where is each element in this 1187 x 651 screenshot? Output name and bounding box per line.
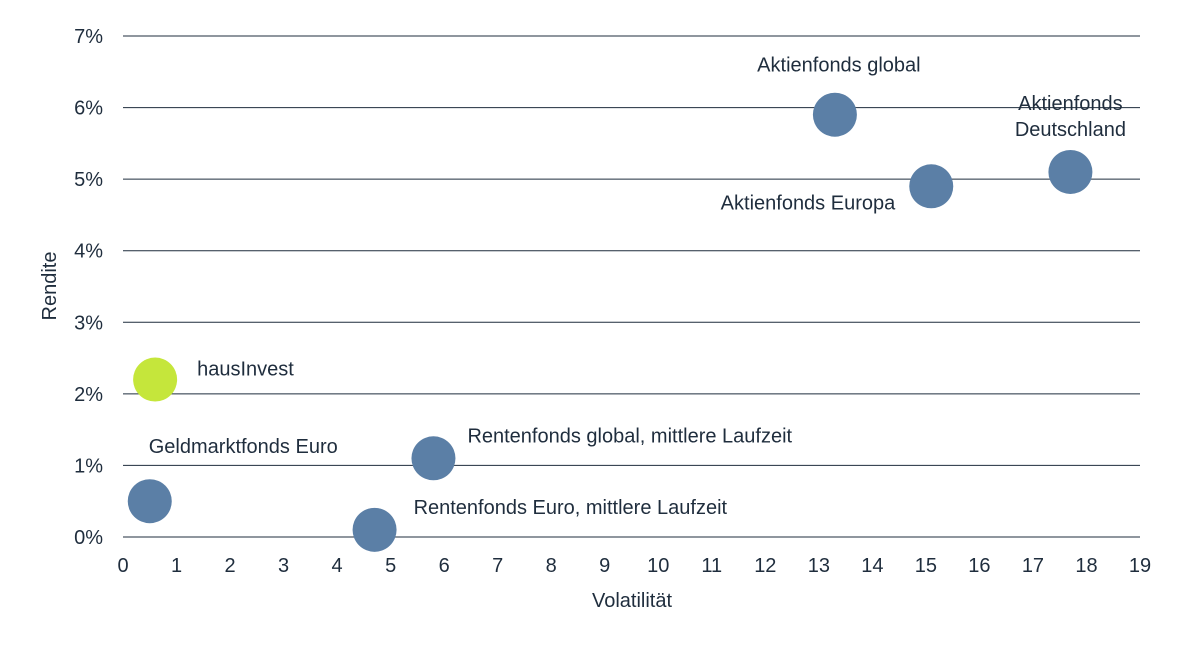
y-axis-title: Rendite [39, 252, 61, 321]
x-tick-label: 2 [224, 555, 235, 577]
x-tick-label: 1 [171, 555, 182, 577]
x-tick-label: 12 [754, 555, 776, 577]
x-tick-label: 0 [117, 555, 128, 577]
point-label: Aktienfonds global [757, 55, 920, 77]
y-tick-label: 1% [74, 455, 103, 477]
y-tick-label: 2% [74, 384, 103, 406]
x-tick-label: 4 [332, 555, 343, 577]
x-tick-label: 3 [278, 555, 289, 577]
data-point [909, 164, 954, 209]
y-tick-label: 6% [74, 98, 103, 120]
point-label: Rentenfonds global, mittlere Laufzeit [467, 425, 792, 447]
y-tick-label: 3% [74, 312, 103, 334]
point-label: hausInvest [197, 359, 294, 381]
x-tick-label: 5 [385, 555, 396, 577]
y-tick-label: 7% [74, 26, 103, 48]
x-tick-label: 18 [1075, 555, 1097, 577]
point-label: Geldmarktfonds Euro [149, 436, 338, 458]
x-tick-label: 10 [647, 555, 669, 577]
x-tick-label: 7 [492, 555, 503, 577]
x-tick-label: 17 [1022, 555, 1044, 577]
y-tick-label: 5% [74, 169, 103, 191]
y-tick-label: 0% [74, 527, 103, 549]
x-tick-label: 8 [546, 555, 557, 577]
point-label: Rentenfonds Euro, mittlere Laufzeit [414, 497, 728, 519]
x-tick-label: 9 [599, 555, 610, 577]
x-tick-label: 15 [915, 555, 937, 577]
x-tick-label: 6 [439, 555, 450, 577]
x-tick-label: 11 [701, 555, 722, 577]
data-point [127, 479, 172, 524]
point-label: Aktienfonds Europa [721, 192, 896, 214]
data-point [812, 92, 857, 137]
x-tick-label: 13 [808, 555, 830, 577]
data-point [411, 436, 456, 481]
y-tick-label: 4% [74, 241, 103, 263]
x-tick-label: 19 [1129, 555, 1151, 577]
data-point [1048, 149, 1093, 194]
data-point [133, 357, 178, 402]
point-label: Aktienfonds [1018, 93, 1123, 115]
point-label: Deutschland [1015, 119, 1126, 141]
x-axis-title: Volatilität [592, 590, 672, 612]
x-tick-label: 14 [861, 555, 883, 577]
data-point [352, 507, 397, 552]
x-tick-label: 16 [968, 555, 990, 577]
